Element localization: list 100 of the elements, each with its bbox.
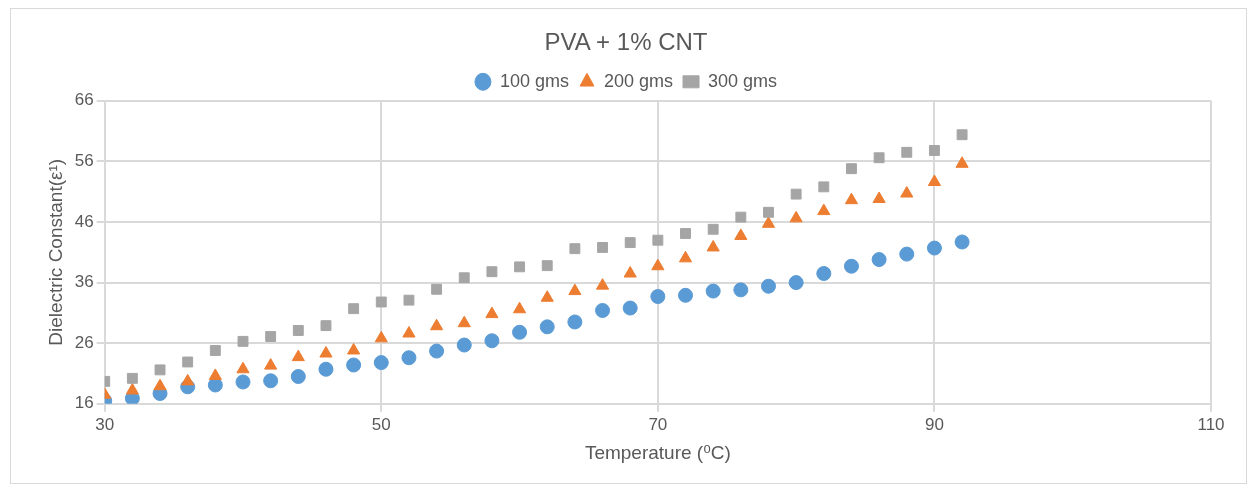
point	[208, 368, 222, 380]
point	[265, 331, 277, 342]
point	[181, 373, 195, 386]
point	[901, 146, 913, 158]
point	[401, 350, 417, 366]
x-axis-title: Temperature (⁰C)	[584, 441, 731, 463]
point	[734, 228, 748, 240]
point	[458, 272, 470, 284]
point	[844, 192, 859, 205]
y-tick-label: 36	[74, 272, 94, 292]
legend-label: 300 gms	[708, 70, 778, 91]
point	[237, 335, 249, 347]
point	[790, 188, 802, 200]
point	[622, 300, 638, 316]
point	[540, 290, 554, 302]
point	[431, 283, 443, 295]
y-tick-label: 26	[74, 332, 94, 352]
point	[457, 315, 471, 328]
chart-title: PVA + 1% CNT	[544, 28, 708, 56]
point	[125, 382, 139, 395]
point	[595, 302, 611, 318]
point	[264, 358, 278, 370]
point	[678, 250, 693, 263]
point	[872, 191, 886, 203]
point	[569, 243, 581, 255]
y-tick-label: 66	[74, 90, 94, 110]
point	[624, 237, 636, 249]
point	[292, 325, 304, 336]
point	[263, 373, 279, 389]
point	[846, 163, 857, 175]
x-tick-label: 110	[1197, 414, 1225, 434]
point	[818, 181, 830, 193]
point	[348, 303, 360, 315]
point	[789, 210, 803, 223]
point	[761, 216, 776, 228]
point	[318, 361, 334, 377]
point	[126, 372, 138, 384]
point	[680, 228, 691, 239]
legend-label: 200 gms	[603, 70, 674, 91]
point	[843, 258, 859, 274]
point	[486, 266, 498, 278]
point	[567, 314, 583, 330]
x-tick-label: 90	[924, 414, 944, 434]
point	[651, 258, 665, 271]
y-tick-label: 46	[74, 211, 94, 231]
point	[484, 333, 500, 349]
point	[763, 206, 774, 218]
point	[512, 324, 528, 340]
legend-label: 100 gms	[499, 70, 569, 91]
point	[347, 342, 361, 355]
point	[319, 346, 333, 358]
x-tick-label: 50	[371, 414, 391, 434]
point	[514, 261, 526, 273]
point	[373, 355, 389, 371]
point	[153, 378, 167, 391]
point	[154, 364, 166, 376]
point	[706, 239, 720, 252]
point	[430, 318, 444, 331]
point	[182, 356, 194, 368]
x-tick-label: 70	[648, 414, 668, 434]
point	[539, 319, 555, 335]
point	[927, 174, 941, 186]
y-tick-label: 56	[74, 151, 94, 171]
point	[402, 326, 416, 338]
point	[375, 296, 387, 308]
point	[652, 234, 664, 246]
point	[733, 282, 749, 298]
point	[568, 283, 582, 296]
point	[955, 156, 969, 168]
point	[954, 234, 970, 250]
point	[900, 186, 914, 198]
point	[597, 242, 608, 253]
point	[705, 283, 721, 299]
point	[403, 294, 415, 306]
point	[816, 266, 832, 282]
point	[871, 252, 887, 268]
y-tick-label: 16	[74, 393, 94, 413]
point	[541, 260, 553, 272]
point	[513, 301, 527, 314]
point	[928, 145, 940, 156]
point	[485, 306, 499, 319]
point	[209, 345, 221, 356]
point	[873, 152, 885, 164]
point	[678, 287, 694, 303]
x-tick-label: 30	[95, 414, 115, 434]
point	[760, 278, 776, 294]
point	[817, 203, 831, 216]
point	[236, 361, 250, 374]
point	[207, 377, 223, 393]
point	[735, 211, 747, 223]
point	[429, 343, 445, 359]
point	[346, 357, 362, 373]
point	[235, 374, 251, 390]
point	[290, 369, 306, 385]
point	[899, 246, 915, 262]
point	[956, 129, 968, 141]
point	[320, 320, 332, 332]
point	[374, 330, 388, 343]
point	[707, 223, 719, 235]
point	[650, 289, 666, 305]
